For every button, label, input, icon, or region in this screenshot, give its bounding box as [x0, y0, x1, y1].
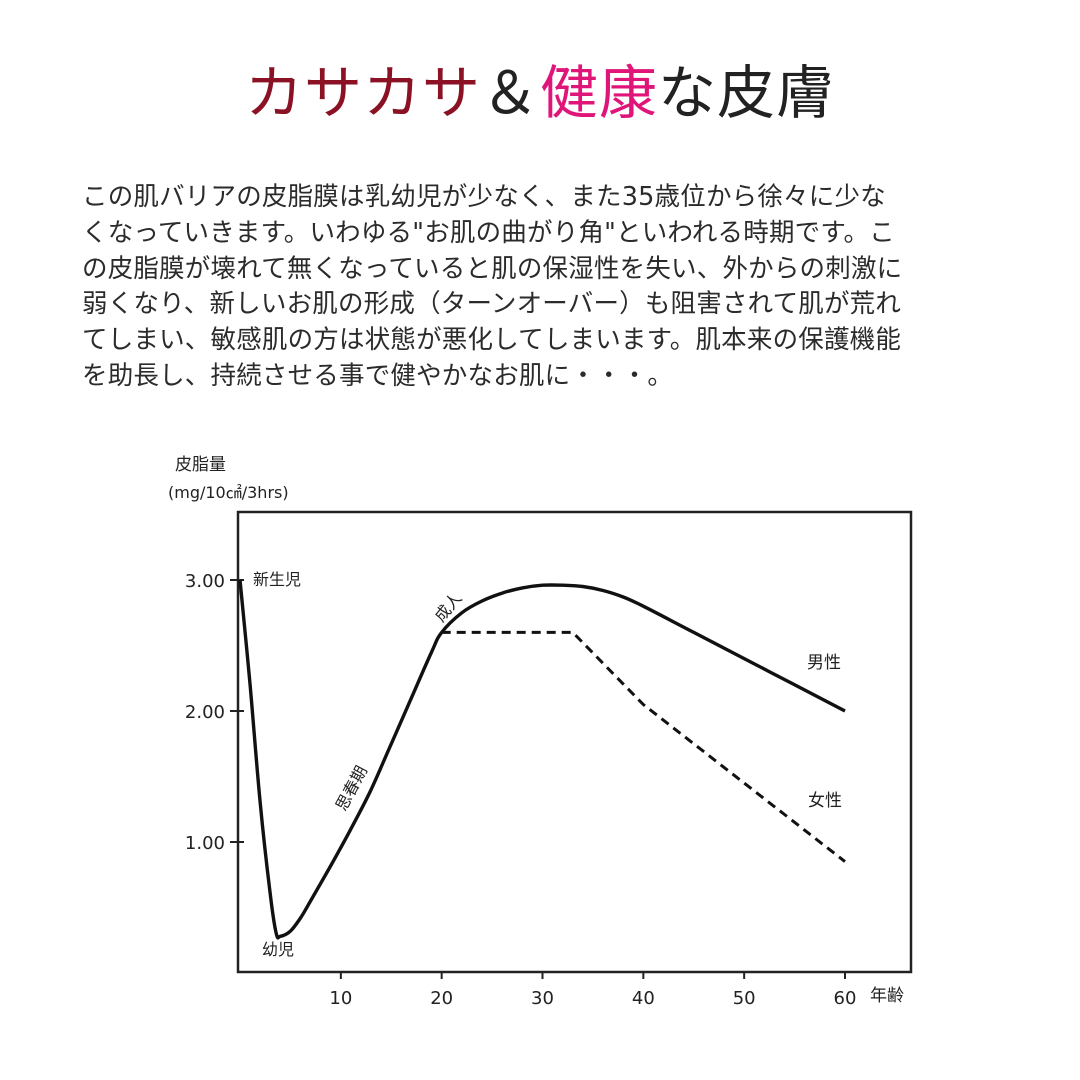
stage-annotation: 新生児 — [253, 570, 301, 589]
series-line-male — [238, 579, 846, 940]
x-tick-label: 30 — [531, 988, 554, 1009]
stage-annotation: 思春期 — [332, 763, 371, 814]
stage-annotation: 成人 — [431, 589, 466, 626]
title-part-kasakasa: カサカサ — [244, 59, 481, 127]
x-axis-label: 年齢 — [870, 986, 904, 1006]
y-axis-unit: (mg/10㎠/3hrs) — [168, 483, 289, 502]
x-tick-label: 10 — [329, 988, 352, 1009]
body-line: 弱くなり、新しいお肌の形成（ターンオーバー）も阻害されて肌が荒れ — [82, 289, 902, 320]
page-title: カサカサ＆健康な皮膚 — [0, 58, 1080, 128]
title-part-na-hifu: な皮膚 — [658, 59, 836, 127]
x-tick-label: 40 — [632, 988, 655, 1009]
series-label: 男性 — [807, 653, 841, 673]
series-line-female — [441, 630, 846, 863]
x-tick-label: 50 — [733, 988, 756, 1009]
body-line: この肌バリアの皮脂膜は乳幼児が少なく、また35歳位から徐々に少な — [82, 182, 886, 212]
stage-annotation: 幼児 — [262, 940, 294, 959]
sebum-chart-svg: 皮脂量 (mg/10㎠/3hrs) 10 20 30 40 50 60 1.00 2.00 3.… — [168, 455, 913, 1009]
body-line: くなっていきます。いわゆる"お肌の曲がり角"といわれる時期です。こ — [82, 217, 895, 248]
plot-frame — [236, 510, 913, 974]
body-line: を助長し、持続させる事で健やかなお肌に・・・。 — [82, 360, 674, 391]
series-label: 女性 — [808, 791, 842, 811]
x-tick-label: 20 — [430, 988, 453, 1009]
body-line: の皮脂膜が壊れて無くなっていると肌の保湿性を失い、外からの刺激に — [82, 253, 903, 284]
sebum-chart: 皮脂量 (mg/10㎠/3hrs) 10 20 30 40 50 60 1.00 2.00 3.… — [0, 440, 1080, 1040]
body-paragraph: この肌バリアの皮脂膜は乳幼児が少なく、また35歳位から徐々に少な くなっていきま… — [82, 180, 1012, 395]
y-axis-label: 皮脂量 — [175, 455, 226, 475]
y-tick-label: 3.00 — [185, 571, 225, 592]
y-tick-label: 2.00 — [185, 702, 225, 723]
body-line: てしまい、敏感肌の方は状態が悪化してしまいます。肌本来の保護機能 — [82, 325, 902, 356]
title-part-kenkou: 健康 — [540, 59, 659, 127]
title-part-ampersand: ＆ — [480, 59, 540, 127]
x-tick-label: 60 — [834, 988, 857, 1009]
y-tick-label: 1.00 — [185, 833, 225, 854]
